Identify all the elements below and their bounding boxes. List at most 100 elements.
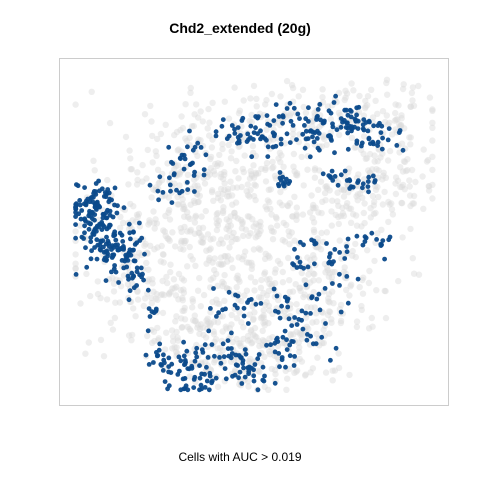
cell-point xyxy=(369,114,377,121)
cell-point xyxy=(232,366,239,374)
cell-point xyxy=(240,168,247,176)
cell-point xyxy=(246,193,253,200)
cell-point xyxy=(199,239,206,246)
cell-point xyxy=(328,222,335,229)
cell-point xyxy=(195,229,202,236)
highlighted-cell-point xyxy=(302,145,308,151)
cell-point xyxy=(297,287,304,295)
cell-point xyxy=(275,296,282,304)
cell-point xyxy=(386,147,394,155)
cell-point xyxy=(360,112,368,119)
cell-point xyxy=(130,203,137,210)
cell-point xyxy=(298,330,305,337)
cell-point xyxy=(171,285,178,292)
cell-point xyxy=(336,131,343,139)
highlighted-cell-point xyxy=(294,137,299,143)
cell-point xyxy=(241,292,248,299)
cell-point xyxy=(228,311,235,319)
cell-point xyxy=(225,193,233,200)
highlighted-cell-point xyxy=(301,242,306,248)
cell-point xyxy=(426,183,433,190)
highlighted-cell-point xyxy=(290,123,296,128)
cell-point xyxy=(279,202,286,209)
highlighted-cell-point xyxy=(273,143,279,149)
cell-point xyxy=(356,283,363,291)
cell-point xyxy=(401,186,408,193)
cell-point xyxy=(219,207,227,215)
highlighted-cell-point xyxy=(314,136,320,141)
cell-point xyxy=(214,222,222,229)
cell-point xyxy=(157,291,165,299)
cell-point xyxy=(274,257,282,265)
cell-point xyxy=(196,274,203,282)
cell-point xyxy=(223,325,230,332)
cell-point xyxy=(348,134,356,141)
cell-point xyxy=(191,230,198,237)
cell-point xyxy=(233,275,240,282)
highlighted-cell-point xyxy=(282,294,288,300)
cell-point xyxy=(116,299,124,306)
cell-point xyxy=(217,197,224,204)
highlighted-cell-point xyxy=(265,154,271,160)
highlighted-cell-point xyxy=(319,334,325,340)
cell-point xyxy=(407,134,414,141)
cell-point xyxy=(166,237,173,244)
highlighted-cell-point xyxy=(355,276,361,282)
cell-point xyxy=(340,268,347,276)
cell-point xyxy=(171,180,178,187)
cell-point xyxy=(396,121,403,128)
cell-point xyxy=(192,214,199,221)
cell-point xyxy=(239,220,246,227)
cell-point xyxy=(279,339,286,347)
cell-point xyxy=(239,256,246,263)
cell-point xyxy=(329,268,336,276)
highlighted-cell-point xyxy=(303,128,309,134)
cell-point xyxy=(179,196,186,203)
cell-point xyxy=(240,253,248,260)
highlighted-cell-point xyxy=(225,338,231,343)
cell-point xyxy=(369,323,376,330)
highlighted-cell-point xyxy=(396,130,402,136)
highlighted-cell-point xyxy=(281,183,287,189)
cell-point xyxy=(233,284,240,291)
highlighted-cell-point xyxy=(365,179,371,185)
cell-point xyxy=(226,227,233,235)
cell-point xyxy=(173,348,180,356)
cell-point xyxy=(298,269,305,277)
highlighted-cell-point xyxy=(297,116,302,121)
cell-point xyxy=(180,203,188,211)
highlighted-cell-point xyxy=(377,120,382,126)
highlighted-cell-point xyxy=(354,141,360,146)
cell-point xyxy=(317,178,325,185)
cell-point xyxy=(382,314,390,322)
highlighted-cell-point xyxy=(223,376,229,382)
highlighted-cell-point xyxy=(366,174,372,180)
highlighted-cell-point xyxy=(258,301,264,306)
cell-point xyxy=(398,115,405,122)
highlighted-cell-point xyxy=(179,188,185,194)
cell-point xyxy=(186,373,193,380)
cell-point xyxy=(227,222,234,229)
cell-point xyxy=(207,165,215,172)
cell-point xyxy=(380,169,387,176)
cell-point xyxy=(173,313,180,320)
cell-point xyxy=(252,278,259,286)
highlighted-cell-point xyxy=(209,342,215,347)
highlighted-cell-point xyxy=(329,168,335,174)
cell-point xyxy=(402,167,410,175)
cell-point xyxy=(214,383,222,390)
cell-point xyxy=(398,199,405,207)
highlighted-cell-point xyxy=(289,323,295,328)
cell-point xyxy=(251,332,259,340)
cell-point xyxy=(221,171,228,178)
highlighted-cell-point xyxy=(274,335,280,341)
cell-point xyxy=(293,170,301,177)
cell-point xyxy=(72,228,79,235)
cell-point xyxy=(202,334,210,341)
cell-point xyxy=(369,166,376,173)
highlighted-cell-point xyxy=(360,185,365,191)
highlighted-cell-point xyxy=(241,313,247,319)
cell-point xyxy=(303,323,311,330)
cell-point xyxy=(337,319,345,327)
cell-point xyxy=(174,337,182,344)
